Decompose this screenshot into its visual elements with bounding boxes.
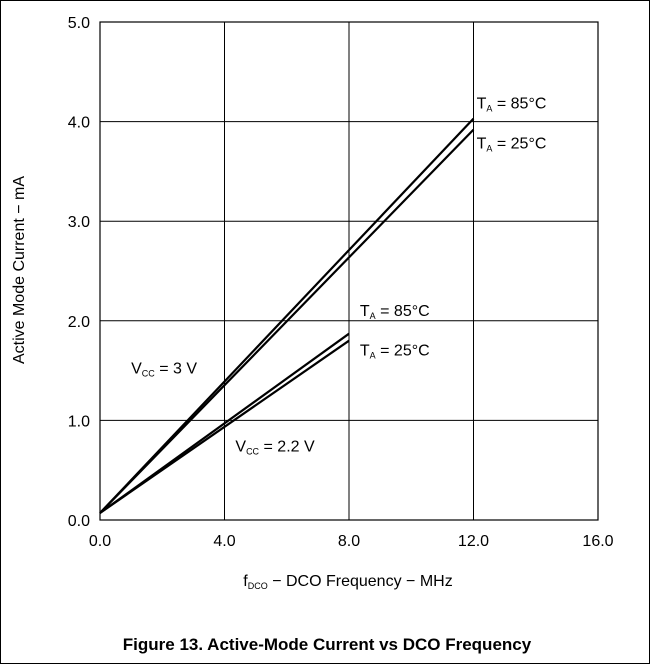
annotation-ta25_high: TA = 25°C xyxy=(477,135,547,153)
x-axis-label-rest: − DCO Frequency − MHz xyxy=(268,573,453,590)
x-tick-label: 12.0 xyxy=(458,533,489,550)
y-tick-label: 4.0 xyxy=(68,115,90,132)
figure-caption: Figure 13. Active-Mode Current vs DCO Fr… xyxy=(123,635,532,654)
annotation-vcc22: VCC = 2.2 V xyxy=(235,438,315,456)
y-tick-label: 3.0 xyxy=(68,214,90,231)
x-tick-label: 16.0 xyxy=(582,533,613,550)
y-tick-label: 0.0 xyxy=(68,513,90,530)
series-line-vcc22_25 xyxy=(99,339,350,514)
annotation-vcc3: VCC = 3 V xyxy=(131,361,197,379)
annotation-ta85_low: TA = 85°C xyxy=(360,303,430,321)
x-axis-label-sub: DCO xyxy=(248,581,268,591)
annotations: TA = 85°C TA = 25°C TA = 85°C TA = 25°C VCC … xyxy=(131,96,546,457)
x-tick-label: 8.0 xyxy=(338,533,360,550)
annotation-ta25_low: TA = 25°C xyxy=(360,343,430,361)
annotation-ta85_high: TA = 85°C xyxy=(477,96,547,114)
plot-area xyxy=(99,21,599,521)
y-axis-label: Active Mode Current − mA xyxy=(11,176,28,364)
x-tick-label: 4.0 xyxy=(213,533,235,550)
series-line-vcc3_85 xyxy=(99,117,475,514)
x-tick-label: 0.0 xyxy=(89,533,111,550)
x-axis-label-main: f xyxy=(243,573,248,590)
y-tick-label: 2.0 xyxy=(68,314,90,331)
tick-labels: 0.0 4.0 8.0 12.0 16.0 0.0 1.0 2.0 3.0 4.0 5.0 xyxy=(68,15,614,550)
y-tick-label: 1.0 xyxy=(68,413,90,430)
x-axis-label: fDCO − DCO Frequency − MHz xyxy=(243,573,452,591)
y-tick-label: 5.0 xyxy=(68,15,90,32)
series-lines xyxy=(99,117,475,514)
series-line-vcc3_25 xyxy=(99,128,475,514)
